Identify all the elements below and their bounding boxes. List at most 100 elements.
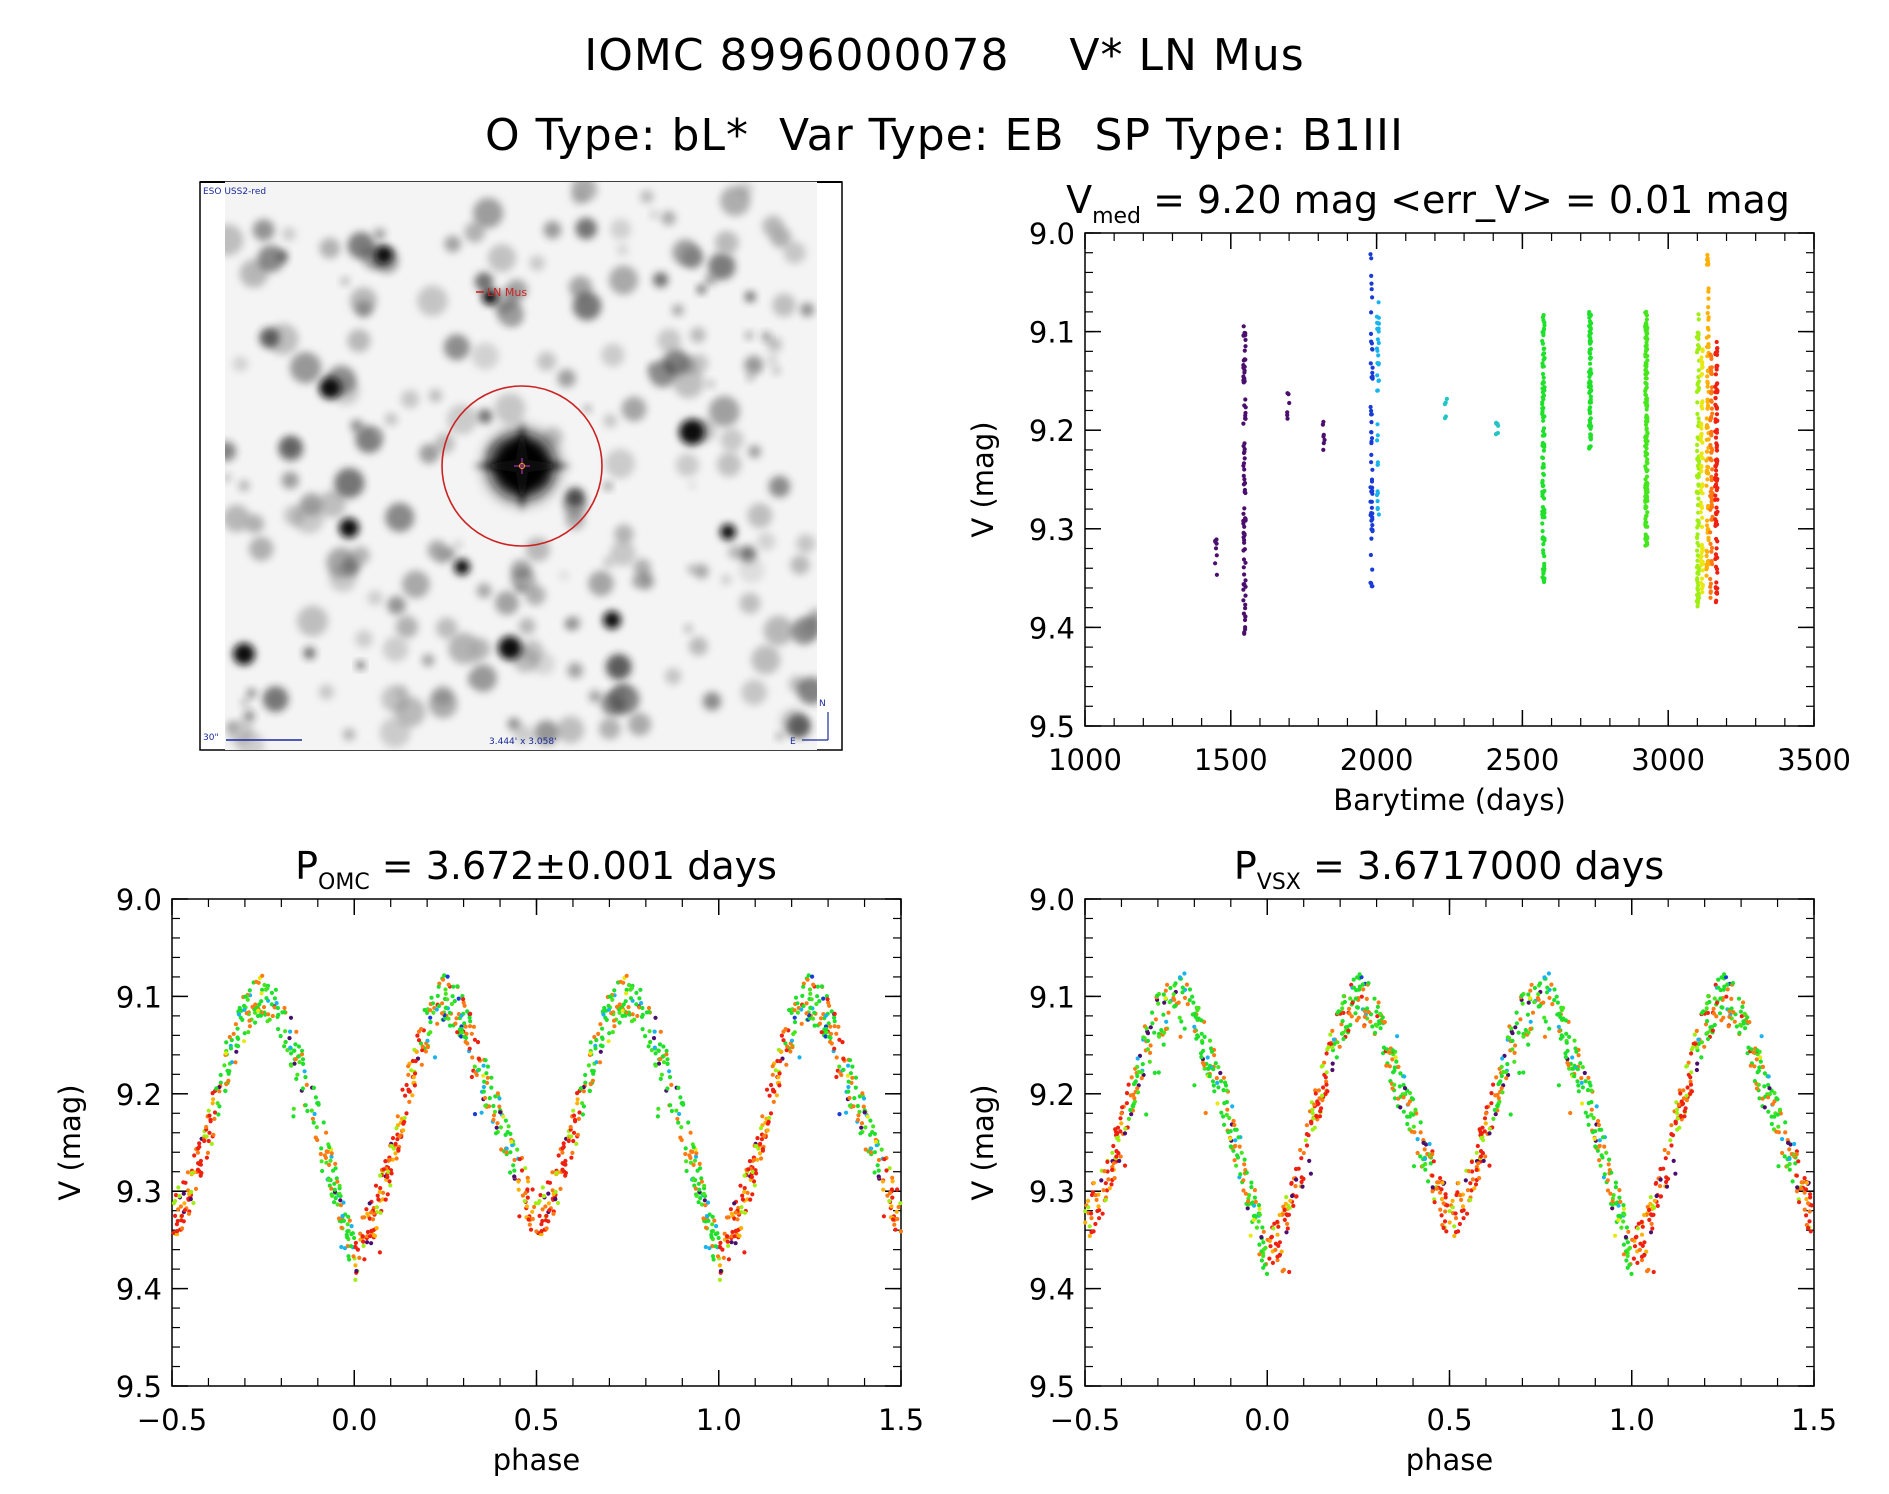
data-point [1664, 1184, 1670, 1189]
data-point [1276, 1224, 1281, 1229]
data-point [1588, 361, 1593, 366]
data-point [1708, 541, 1713, 547]
sky-blob [708, 252, 736, 280]
data-point [495, 1121, 500, 1126]
data-point [1222, 1122, 1227, 1127]
sky-blob [673, 367, 705, 399]
data-point [1792, 1141, 1797, 1147]
data-point [698, 1196, 703, 1201]
data-point [1709, 371, 1714, 376]
data-point [1700, 546, 1705, 551]
data-point [1369, 273, 1374, 278]
data-point [1541, 579, 1547, 585]
sky-blob [727, 544, 743, 560]
data-point [1369, 505, 1374, 510]
data-point [1700, 406, 1705, 411]
data-point [1260, 1225, 1265, 1230]
data-point [402, 1115, 407, 1121]
data-point [1704, 1006, 1709, 1011]
data-point [1684, 1098, 1689, 1103]
data-point [1243, 517, 1248, 522]
data-point [784, 1062, 789, 1067]
data-point [1695, 343, 1701, 348]
data-point [517, 1214, 522, 1219]
data-point [1447, 1209, 1452, 1214]
data-point [310, 1116, 315, 1121]
data-point [1316, 1088, 1321, 1093]
data-point [1696, 385, 1701, 391]
data-point [1706, 558, 1711, 564]
data-point [694, 1193, 699, 1198]
sky-blob [779, 708, 806, 735]
data-point [1241, 363, 1246, 368]
data-point [1506, 1072, 1511, 1078]
data-point [1390, 1057, 1395, 1062]
data-point [510, 1143, 515, 1148]
data-point [1370, 1024, 1375, 1029]
sky-blob [543, 221, 562, 239]
data-point [1195, 1008, 1200, 1013]
data-point [1245, 1206, 1250, 1211]
data-point [1510, 1047, 1515, 1052]
data-point [250, 1004, 255, 1010]
data-point [214, 1086, 219, 1091]
data-point [1242, 531, 1247, 537]
data-point [1242, 506, 1247, 511]
data-point [1317, 1114, 1323, 1119]
data-point [369, 1210, 374, 1215]
data-point [401, 1128, 406, 1133]
data-point [1639, 1258, 1645, 1263]
data-point [1118, 1154, 1123, 1159]
data-point [1571, 1066, 1576, 1071]
data-point [1635, 1226, 1640, 1231]
data-point [345, 1222, 350, 1227]
data-point [1254, 1225, 1259, 1230]
data-point [759, 1156, 764, 1161]
data-point [387, 1179, 392, 1184]
data-point [1545, 985, 1550, 990]
data-point [430, 1001, 436, 1006]
data-point [180, 1226, 185, 1231]
y-tick-label: 9.3 [1029, 1175, 1075, 1209]
sky-blob [748, 445, 761, 458]
data-point [1135, 1086, 1140, 1091]
figure-title-line1: IOMC 8996000078 V* LN Mus [584, 30, 1305, 81]
data-point [1541, 375, 1546, 380]
data-point [742, 1186, 747, 1191]
data-point [1762, 1084, 1767, 1089]
data-point [1230, 1104, 1235, 1109]
data-point [1731, 1010, 1736, 1015]
data-point [1713, 493, 1718, 498]
sky-blob [720, 185, 751, 216]
data-point [476, 1056, 482, 1061]
data-point [1243, 413, 1248, 418]
data-point [1215, 1101, 1220, 1106]
data-point [1369, 536, 1374, 541]
data-point [1239, 1150, 1244, 1155]
data-point [233, 1060, 238, 1065]
data-point [729, 1211, 734, 1216]
data-point [244, 1011, 249, 1016]
data-point [1713, 435, 1719, 440]
data-point [1206, 1066, 1211, 1071]
data-point [1541, 463, 1546, 468]
data-point [1526, 992, 1531, 997]
data-point [836, 1024, 841, 1029]
data-point [1544, 990, 1550, 995]
data-point [1643, 543, 1648, 548]
data-point [1103, 1197, 1108, 1203]
data-point [1724, 994, 1729, 999]
data-point [1275, 1258, 1280, 1263]
data-point [1541, 326, 1547, 331]
data-point [554, 1170, 559, 1175]
data-point [260, 987, 265, 993]
sky-blob [588, 690, 602, 703]
data-point [1567, 1034, 1572, 1039]
data-point [884, 1168, 889, 1173]
data-point [1621, 1206, 1627, 1211]
data-point [345, 1235, 350, 1240]
data-point [624, 973, 629, 978]
data-point [1187, 998, 1192, 1003]
data-point [1228, 1144, 1233, 1149]
data-point [742, 1210, 748, 1215]
